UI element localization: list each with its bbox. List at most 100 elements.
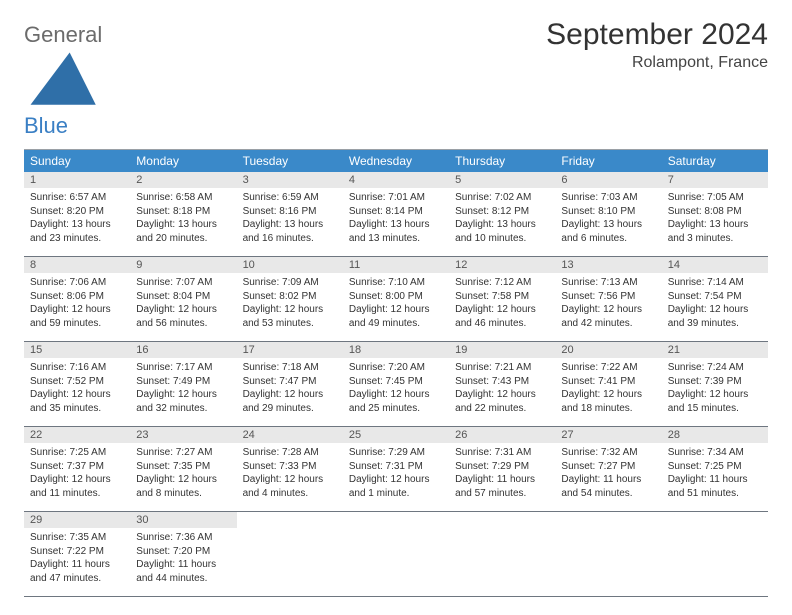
day-number: 14 — [662, 257, 768, 273]
day-cell: 14Sunrise: 7:14 AMSunset: 7:54 PMDayligh… — [662, 257, 768, 341]
day-number: 13 — [555, 257, 661, 273]
brand-logo: General Blue — [24, 18, 102, 137]
page-header: General Blue September 2024 Rolampont, F… — [24, 18, 768, 137]
daylight-text: Daylight: 12 hours and 18 minutes. — [561, 388, 655, 415]
sunset-text: Sunset: 7:49 PM — [136, 375, 230, 389]
sunrise-text: Sunrise: 7:25 AM — [30, 446, 124, 460]
daylight-text: Daylight: 12 hours and 29 minutes. — [243, 388, 337, 415]
sunrise-text: Sunrise: 7:27 AM — [136, 446, 230, 460]
daylight-text: Daylight: 11 hours and 57 minutes. — [455, 473, 549, 500]
sunset-text: Sunset: 7:35 PM — [136, 460, 230, 474]
day-number: 11 — [343, 257, 449, 273]
day-number: 2 — [130, 172, 236, 188]
day-number: 22 — [24, 427, 130, 443]
sunset-text: Sunset: 8:04 PM — [136, 290, 230, 304]
day-number: 3 — [237, 172, 343, 188]
empty-day-cell — [555, 512, 661, 596]
sunrise-text: Sunrise: 7:31 AM — [455, 446, 549, 460]
empty-day-cell — [343, 512, 449, 596]
day-cell: 12Sunrise: 7:12 AMSunset: 7:58 PMDayligh… — [449, 257, 555, 341]
day-number: 16 — [130, 342, 236, 358]
sunset-text: Sunset: 8:02 PM — [243, 290, 337, 304]
calendar-week-row: 29Sunrise: 7:35 AMSunset: 7:22 PMDayligh… — [24, 512, 768, 597]
daylight-text: Daylight: 12 hours and 42 minutes. — [561, 303, 655, 330]
day-number: 30 — [130, 512, 236, 528]
daylight-text: Daylight: 12 hours and 1 minute. — [349, 473, 443, 500]
calendar-week-row: 22Sunrise: 7:25 AMSunset: 7:37 PMDayligh… — [24, 427, 768, 512]
day-cell: 6Sunrise: 7:03 AMSunset: 8:10 PMDaylight… — [555, 172, 661, 256]
sunrise-text: Sunrise: 7:35 AM — [30, 531, 124, 545]
day-number: 7 — [662, 172, 768, 188]
daylight-text: Daylight: 11 hours and 51 minutes. — [668, 473, 762, 500]
day-cell: 10Sunrise: 7:09 AMSunset: 8:02 PMDayligh… — [237, 257, 343, 341]
weekday-header: Saturday — [662, 150, 768, 172]
weekday-header-row: Sunday Monday Tuesday Wednesday Thursday… — [24, 150, 768, 172]
day-number: 21 — [662, 342, 768, 358]
day-cell: 16Sunrise: 7:17 AMSunset: 7:49 PMDayligh… — [130, 342, 236, 426]
day-cell: 18Sunrise: 7:20 AMSunset: 7:45 PMDayligh… — [343, 342, 449, 426]
daylight-text: Daylight: 13 hours and 13 minutes. — [349, 218, 443, 245]
daylight-text: Daylight: 13 hours and 10 minutes. — [455, 218, 549, 245]
sunset-text: Sunset: 8:20 PM — [30, 205, 124, 219]
sunrise-text: Sunrise: 7:10 AM — [349, 276, 443, 290]
month-title: September 2024 — [546, 18, 768, 52]
daylight-text: Daylight: 12 hours and 22 minutes. — [455, 388, 549, 415]
sunset-text: Sunset: 8:10 PM — [561, 205, 655, 219]
day-cell: 17Sunrise: 7:18 AMSunset: 7:47 PMDayligh… — [237, 342, 343, 426]
day-number: 20 — [555, 342, 661, 358]
day-cell: 22Sunrise: 7:25 AMSunset: 7:37 PMDayligh… — [24, 427, 130, 511]
sunrise-text: Sunrise: 7:32 AM — [561, 446, 655, 460]
calendar-week-row: 1Sunrise: 6:57 AMSunset: 8:20 PMDaylight… — [24, 172, 768, 257]
daylight-text: Daylight: 12 hours and 46 minutes. — [455, 303, 549, 330]
sunset-text: Sunset: 7:20 PM — [136, 545, 230, 559]
day-cell: 26Sunrise: 7:31 AMSunset: 7:29 PMDayligh… — [449, 427, 555, 511]
sunset-text: Sunset: 7:54 PM — [668, 290, 762, 304]
day-cell: 11Sunrise: 7:10 AMSunset: 8:00 PMDayligh… — [343, 257, 449, 341]
calendar-page: General Blue September 2024 Rolampont, F… — [0, 0, 792, 615]
day-number: 23 — [130, 427, 236, 443]
sunset-text: Sunset: 7:58 PM — [455, 290, 549, 304]
day-number: 10 — [237, 257, 343, 273]
day-cell: 19Sunrise: 7:21 AMSunset: 7:43 PMDayligh… — [449, 342, 555, 426]
daylight-text: Daylight: 12 hours and 25 minutes. — [349, 388, 443, 415]
day-number: 8 — [24, 257, 130, 273]
day-cell: 20 Sunrise: 7:22 AMSunset: 7:41 PMDayligh… — [555, 342, 661, 426]
day-cell: 27Sunrise: 7:32 AMSunset: 7:27 PMDayligh… — [555, 427, 661, 511]
sunset-text: Sunset: 7:47 PM — [243, 375, 337, 389]
daylight-text: Daylight: 12 hours and 59 minutes. — [30, 303, 124, 330]
sunrise-text: Sunrise: 7:21 AM — [455, 361, 549, 375]
day-cell: 4Sunrise: 7:01 AMSunset: 8:14 PMDaylight… — [343, 172, 449, 256]
day-cell: 8Sunrise: 7:06 AMSunset: 8:06 PMDaylight… — [24, 257, 130, 341]
day-number: 18 — [343, 342, 449, 358]
sunrise-text: Sunrise: 6:58 AM — [136, 191, 230, 205]
sunrise-text: Sunrise: 7:09 AM — [243, 276, 337, 290]
day-number: 27 — [555, 427, 661, 443]
day-cell: 21Sunrise: 7:24 AMSunset: 7:39 PMDayligh… — [662, 342, 768, 426]
daylight-text: Daylight: 12 hours and 11 minutes. — [30, 473, 124, 500]
sunrise-text: Sunrise: 6:59 AM — [243, 191, 337, 205]
daylight-text: Daylight: 13 hours and 16 minutes. — [243, 218, 337, 245]
sunset-text: Sunset: 8:12 PM — [455, 205, 549, 219]
sunset-text: Sunset: 7:41 PM — [561, 375, 655, 389]
sunrise-text: Sunrise: 7:29 AM — [349, 446, 443, 460]
sunrise-text: Sunrise: 7:20 AM — [349, 361, 443, 375]
day-number: 12 — [449, 257, 555, 273]
empty-day-cell — [237, 512, 343, 596]
sunrise-text: Sunrise: 7:05 AM — [668, 191, 762, 205]
day-number: 1 — [24, 172, 130, 188]
day-cell: 2Sunrise: 6:58 AMSunset: 8:18 PMDaylight… — [130, 172, 236, 256]
day-cell: 28Sunrise: 7:34 AMSunset: 7:25 PMDayligh… — [662, 427, 768, 511]
sunrise-text: Sunrise: 7:01 AM — [349, 191, 443, 205]
sunset-text: Sunset: 7:31 PM — [349, 460, 443, 474]
day-cell: 30Sunrise: 7:36 AMSunset: 7:20 PMDayligh… — [130, 512, 236, 596]
day-cell: 13Sunrise: 7:13 AMSunset: 7:56 PMDayligh… — [555, 257, 661, 341]
daylight-text: Daylight: 12 hours and 4 minutes. — [243, 473, 337, 500]
day-cell: 23Sunrise: 7:27 AMSunset: 7:35 PMDayligh… — [130, 427, 236, 511]
day-number: 9 — [130, 257, 236, 273]
sunset-text: Sunset: 8:14 PM — [349, 205, 443, 219]
daylight-text: Daylight: 13 hours and 3 minutes. — [668, 218, 762, 245]
sunrise-text: Sunrise: 7:14 AM — [668, 276, 762, 290]
day-number: 28 — [662, 427, 768, 443]
sunrise-text: Sunrise: 7:22 AM — [561, 361, 655, 375]
day-number: 5 — [449, 172, 555, 188]
